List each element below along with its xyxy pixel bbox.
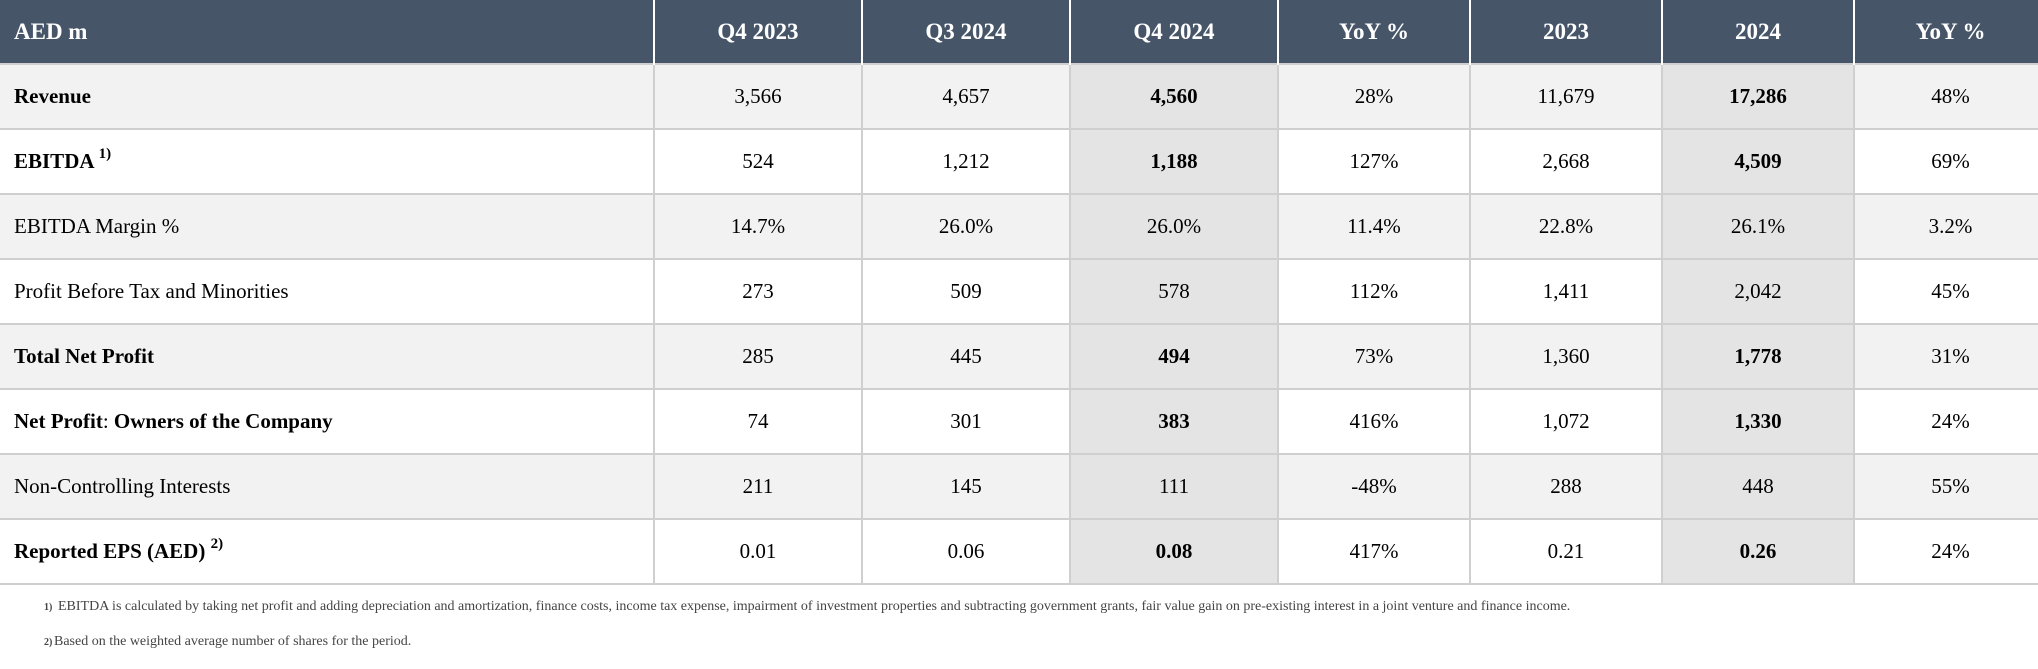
table-row-net-profit-owners: Net Profit: Owners of the Company 74 301… xyxy=(0,388,2038,454)
cell-2023: 11,679 xyxy=(1470,63,1663,129)
cell-2024: 26.1% xyxy=(1662,193,1855,259)
cell-q4-2024: 578 xyxy=(1070,258,1279,324)
cell-q4-2023: 3,566 xyxy=(654,63,863,129)
row-label-text: Reported EPS (AED) xyxy=(14,539,206,563)
cell-yoy-year: 31% xyxy=(1854,323,2038,389)
cell-q3-2024: 145 xyxy=(862,453,1071,519)
cell-yoy-quarter: 127% xyxy=(1278,128,1471,194)
row-label-a: Net Profit xyxy=(14,409,103,433)
cell-q4-2023: 524 xyxy=(654,128,863,194)
cell-2023: 1,360 xyxy=(1470,323,1663,389)
cell-q4-2024: 0.08 xyxy=(1070,518,1279,585)
cell-2023: 1,411 xyxy=(1470,258,1663,324)
cell-2024: 1,330 xyxy=(1662,388,1855,454)
row-label: Profit Before Tax and Minorities xyxy=(0,258,655,324)
cell-yoy-quarter: 28% xyxy=(1278,63,1471,129)
cell-q4-2024: 1,188 xyxy=(1070,128,1279,194)
table-row-non-controlling: Non-Controlling Interests 211 145 111 -4… xyxy=(0,453,2038,519)
cell-2024: 448 xyxy=(1662,453,1855,519)
cell-2024: 4,509 xyxy=(1662,128,1855,194)
cell-q4-2024: 26.0% xyxy=(1070,193,1279,259)
cell-2024: 0.26 xyxy=(1662,518,1855,585)
row-label-b: Owners of the Company xyxy=(108,409,333,433)
cell-2024: 17,286 xyxy=(1662,63,1855,129)
cell-2024: 1,778 xyxy=(1662,323,1855,389)
footnotes: 1) EBITDA is calculated by taking net pr… xyxy=(0,585,2038,669)
row-label: Non-Controlling Interests xyxy=(0,453,655,519)
row-label: Revenue xyxy=(0,63,655,129)
header-yoy-quarter: YoY % xyxy=(1278,0,1471,64)
cell-yoy-year: 69% xyxy=(1854,128,2038,194)
cell-q3-2024: 0.06 xyxy=(862,518,1071,585)
cell-yoy-year: 3.2% xyxy=(1854,193,2038,259)
footnote-ref-2: 2) xyxy=(210,536,224,552)
header-q4-2024: Q4 2024 xyxy=(1070,0,1279,64)
cell-yoy-year: 45% xyxy=(1854,258,2038,324)
cell-yoy-quarter: 11.4% xyxy=(1278,193,1471,259)
table-row-profit-before-tax: Profit Before Tax and Minorities 273 509… xyxy=(0,258,2038,324)
row-label: EBITDA 1) xyxy=(0,128,655,194)
cell-yoy-quarter: 112% xyxy=(1278,258,1471,324)
header-2024: 2024 xyxy=(1662,0,1855,64)
footnote-1: 1) EBITDA is calculated by taking net pr… xyxy=(0,599,2038,634)
cell-q4-2024: 494 xyxy=(1070,323,1279,389)
cell-yoy-quarter: 73% xyxy=(1278,323,1471,389)
cell-q4-2023: 211 xyxy=(654,453,863,519)
financial-summary-table: AED m Q4 2023 Q3 2024 Q4 2024 YoY % 2023… xyxy=(0,0,2038,585)
header-row: AED m Q4 2023 Q3 2024 Q4 2024 YoY % 2023… xyxy=(0,0,2038,64)
cell-2023: 288 xyxy=(1470,453,1663,519)
footnote-2: 2) Based on the weighted average number … xyxy=(0,634,2038,669)
footnote-text: EBITDA is calculated by taking net profi… xyxy=(58,599,1571,614)
footnote-text: Based on the weighted average number of … xyxy=(54,634,412,649)
cell-q4-2024: 111 xyxy=(1070,453,1279,519)
header-q4-2023: Q4 2023 xyxy=(654,0,863,64)
row-label: Total Net Profit xyxy=(0,323,655,389)
footnote-mark: 2) xyxy=(44,637,53,648)
cell-q4-2023: 285 xyxy=(654,323,863,389)
cell-q4-2024: 4,560 xyxy=(1070,63,1279,129)
cell-yoy-quarter: 416% xyxy=(1278,388,1471,454)
row-label: Net Profit: Owners of the Company xyxy=(0,388,655,454)
row-label: Reported EPS (AED) 2) xyxy=(0,518,655,585)
cell-q4-2024: 383 xyxy=(1070,388,1279,454)
header-q3-2024: Q3 2024 xyxy=(862,0,1071,64)
cell-yoy-year: 55% xyxy=(1854,453,2038,519)
header-2023: 2023 xyxy=(1470,0,1663,64)
cell-q4-2023: 74 xyxy=(654,388,863,454)
header-yoy-year: YoY % xyxy=(1854,0,2038,64)
cell-2023: 22.8% xyxy=(1470,193,1663,259)
cell-yoy-quarter: -48% xyxy=(1278,453,1471,519)
footnote-ref-1: 1) xyxy=(98,146,112,162)
row-label-sep: : xyxy=(102,409,109,433)
cell-2024: 2,042 xyxy=(1662,258,1855,324)
table-row-ebitda-margin: EBITDA Margin % 14.7% 26.0% 26.0% 11.4% … xyxy=(0,193,2038,259)
cell-2023: 1,072 xyxy=(1470,388,1663,454)
cell-q3-2024: 301 xyxy=(862,388,1071,454)
table-row-total-net-profit: Total Net Profit 285 445 494 73% 1,360 1… xyxy=(0,323,2038,389)
table-row-ebitda: EBITDA 1) 524 1,212 1,188 127% 2,668 4,5… xyxy=(0,128,2038,194)
table-row-revenue: Revenue 3,566 4,657 4,560 28% 11,679 17,… xyxy=(0,63,2038,129)
cell-yoy-year: 24% xyxy=(1854,518,2038,585)
row-label-text: EBITDA xyxy=(14,149,94,173)
cell-q4-2023: 273 xyxy=(654,258,863,324)
cell-yoy-year: 24% xyxy=(1854,388,2038,454)
footnote-mark: 1) xyxy=(44,602,53,613)
row-label: EBITDA Margin % xyxy=(0,193,655,259)
cell-q4-2023: 14.7% xyxy=(654,193,863,259)
table-row-reported-eps: Reported EPS (AED) 2) 0.01 0.06 0.08 417… xyxy=(0,518,2038,585)
cell-2023: 2,668 xyxy=(1470,128,1663,194)
cell-yoy-quarter: 417% xyxy=(1278,518,1471,585)
cell-q3-2024: 509 xyxy=(862,258,1071,324)
cell-2023: 0.21 xyxy=(1470,518,1663,585)
cell-yoy-year: 48% xyxy=(1854,63,2038,129)
header-label: AED m xyxy=(0,0,655,64)
cell-q3-2024: 26.0% xyxy=(862,193,1071,259)
cell-q3-2024: 445 xyxy=(862,323,1071,389)
cell-q3-2024: 1,212 xyxy=(862,128,1071,194)
cell-q4-2023: 0.01 xyxy=(654,518,863,585)
cell-q3-2024: 4,657 xyxy=(862,63,1071,129)
